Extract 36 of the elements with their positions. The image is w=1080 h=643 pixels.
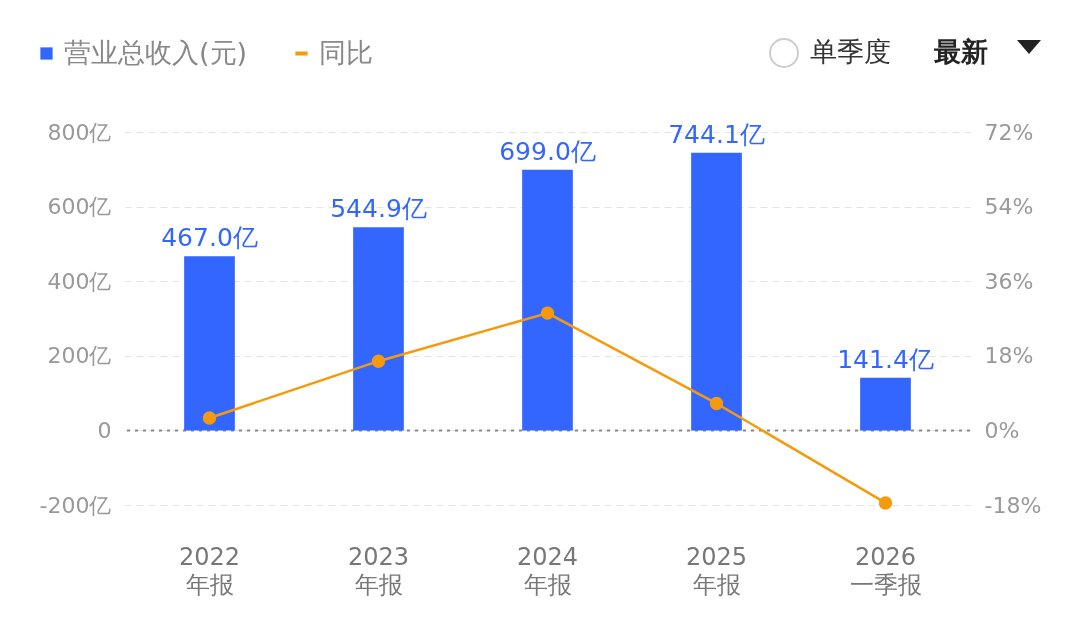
y-tick-label: 600亿 — [47, 194, 112, 220]
x-tick-label: 2024 年报 — [516, 542, 579, 599]
bar — [522, 169, 573, 431]
legend-label: 同比 — [319, 36, 373, 68]
bar — [353, 227, 404, 431]
y2-tick-label: 0% — [984, 417, 1020, 443]
x-tick-label: 2025 年报 — [685, 542, 748, 599]
text: 单季度 — [810, 35, 891, 69]
data-label: 141.4亿 — [837, 344, 934, 374]
point — [709, 396, 724, 411]
x-tick-label: 2022 年报 — [178, 542, 241, 599]
y2-tick-label: -18% — [984, 492, 1042, 518]
y2-tick-label: 54% — [984, 194, 1034, 220]
data-label: 467.0亿 — [161, 223, 258, 253]
point — [371, 354, 386, 368]
data-label: 544.9亿 — [330, 194, 427, 224]
y2-tick-label: 72% — [984, 119, 1034, 145]
y-tick-label: -200亿 — [39, 492, 112, 518]
text: 最新 — [934, 35, 988, 69]
y-tick-label: 0 — [97, 417, 112, 443]
y-tick-label: 200亿 — [47, 343, 112, 369]
y-tick-label: 800亿 — [47, 119, 112, 145]
point — [202, 411, 217, 425]
data-label: 744.1亿 — [668, 119, 765, 149]
bar — [184, 256, 235, 431]
point — [878, 496, 893, 510]
y2-tick-label: 36% — [984, 268, 1034, 294]
x-tick-label: 2023 年报 — [347, 542, 410, 599]
legend-label: 营业总收入(元) — [64, 36, 248, 68]
x-tick-label: 2026 一季报 — [849, 542, 922, 599]
y-tick-label: 400亿 — [47, 268, 112, 294]
bar — [691, 152, 742, 431]
point — [540, 306, 555, 320]
bar — [860, 377, 911, 431]
y2-tick-label: 18% — [984, 343, 1034, 369]
data-label: 699.0亿 — [499, 136, 596, 166]
